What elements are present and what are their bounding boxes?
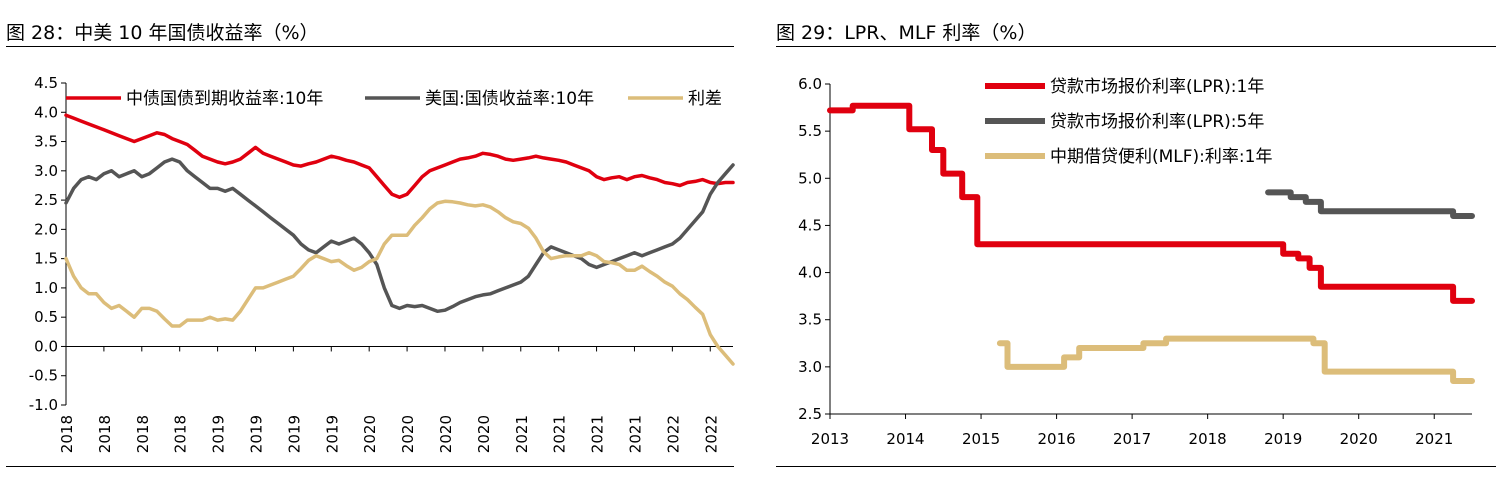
f29-x-tick-label: 2014 <box>886 430 924 448</box>
f28-x-tick-label: 2020 <box>361 415 379 453</box>
f29-x-tick-label: 2013 <box>811 430 849 448</box>
f28-x-tick-label: 2020 <box>475 415 493 453</box>
f29-x-tick-label: 2020 <box>1340 430 1378 448</box>
figure-29-bottom-rule <box>776 466 1496 467</box>
f28-x-tick-label: 2019 <box>247 415 265 453</box>
figure-28-title: 图 28：中美 10 年国债收益率（%） <box>6 22 319 44</box>
f28-y-tick-label: 3.5 <box>34 133 58 151</box>
figure-28-panel: 图 28：中美 10 年国债收益率（%） 4.5 4.0 3.5 3.0 2.5 2.0 1… <box>0 0 740 478</box>
f28-x-tick-label: 2020 <box>437 415 455 453</box>
f28-x-tick-label: 2020 <box>399 415 417 453</box>
f28-y-tick-label: 4.0 <box>34 103 58 121</box>
f28-x-tick-label: 2022 <box>664 415 682 453</box>
f28-x-tick-label: 2018 <box>172 415 190 453</box>
f29-legend-label-0: 贷款市场报价利率(LPR):1年 <box>1050 77 1264 97</box>
f28-y-tick-label: 3.0 <box>34 162 58 180</box>
figure-29-chart: 6.0 5.5 5.0 4.5 4.0 3.5 3.0 2.5 2013 2014 2015 2016… <box>798 75 1475 448</box>
f28-y-tick-label: 0.5 <box>34 308 58 326</box>
f28-x-tick-label: 2022 <box>702 415 720 453</box>
f29-series-line-1 <box>1265 189 1475 219</box>
f28-x-tick-label: 2021 <box>626 415 644 453</box>
f28-legend-label-0: 中债国债到期收益率:10年 <box>126 89 323 109</box>
f29-series-line-2 <box>996 335 1475 384</box>
f28-y-tick-label: 1.5 <box>34 250 58 268</box>
figure-28-title-rule <box>6 46 734 47</box>
f28-series-line-2 <box>64 199 735 366</box>
f28-y-tick-label: 4.5 <box>34 74 58 92</box>
f29-y-tick-label: 5.5 <box>798 122 822 140</box>
figure-28-bottom-rule <box>6 466 734 467</box>
f28-y-tick-label: 0.0 <box>34 337 58 355</box>
f28-legend-label-2: 利差 <box>688 89 722 109</box>
f28-y-tick-label: 2.0 <box>34 220 58 238</box>
f29-x-tick-label: 2016 <box>1037 430 1075 448</box>
f29-y-tick-label: 3.5 <box>798 311 822 329</box>
f29-y-tick-label: 6.0 <box>798 75 822 93</box>
f28-x-tick-label: 2021 <box>551 415 569 453</box>
f29-legend-label-2: 中期借贷便利(MLF):利率:1年 <box>1050 147 1272 167</box>
f28-x-tick-label: 2019 <box>210 415 228 453</box>
f29-series-line-0 <box>827 102 1475 304</box>
f28-x-tick-label: 2018 <box>58 415 76 453</box>
f29-y-tick-label: 5.0 <box>798 169 822 187</box>
f28-y-tick-label: 1.0 <box>34 279 58 297</box>
f28-x-tick-label: 2019 <box>285 415 303 453</box>
f29-x-tick-label: 2015 <box>962 430 1000 448</box>
f29-x-tick-label: 2018 <box>1189 430 1227 448</box>
f28-y-tick-label: 2.5 <box>34 191 58 209</box>
f28-x-tick-label: 2021 <box>589 415 607 453</box>
figure-28-chart: 4.54.03.53.02.52.01.51.00.50.0-0.5-1.020… <box>29 74 735 453</box>
f28-x-tick-label: 2019 <box>323 415 341 453</box>
f28-legend-label-1: 美国:国债收益率:10年 <box>425 89 594 109</box>
f28-x-tick-label: 2021 <box>513 415 531 453</box>
f28-x-tick-label: 2018 <box>96 415 114 453</box>
f29-y-tick-label: 4.0 <box>798 264 822 282</box>
figure-29-title-rule <box>776 46 1496 47</box>
figure-29-panel: 图 29：LPR、MLF 利率（%） 6.0 5.5 5.0 4.5 4.0 3.5 3.0… <box>770 0 1502 478</box>
f29-y-tick-label: 4.5 <box>798 216 822 234</box>
f28-series-line-1 <box>64 157 735 314</box>
f28-x-tick-label: 2018 <box>134 415 152 453</box>
f28-y-tick-label: -1.0 <box>29 396 58 414</box>
f29-y-tick-label: 3.0 <box>798 358 822 376</box>
f28-series-line-0 <box>64 113 735 199</box>
f29-x-tick-label: 2019 <box>1264 430 1302 448</box>
f28-y-tick-label: -0.5 <box>29 367 58 385</box>
f29-x-tick-label: 2021 <box>1415 430 1453 448</box>
f29-x-tick-label: 2017 <box>1113 430 1151 448</box>
f29-y-tick-label: 2.5 <box>798 405 822 423</box>
f29-legend-label-1: 贷款市场报价利率(LPR):5年 <box>1050 112 1264 132</box>
figure-29-title: 图 29：LPR、MLF 利率（%） <box>776 22 1037 44</box>
